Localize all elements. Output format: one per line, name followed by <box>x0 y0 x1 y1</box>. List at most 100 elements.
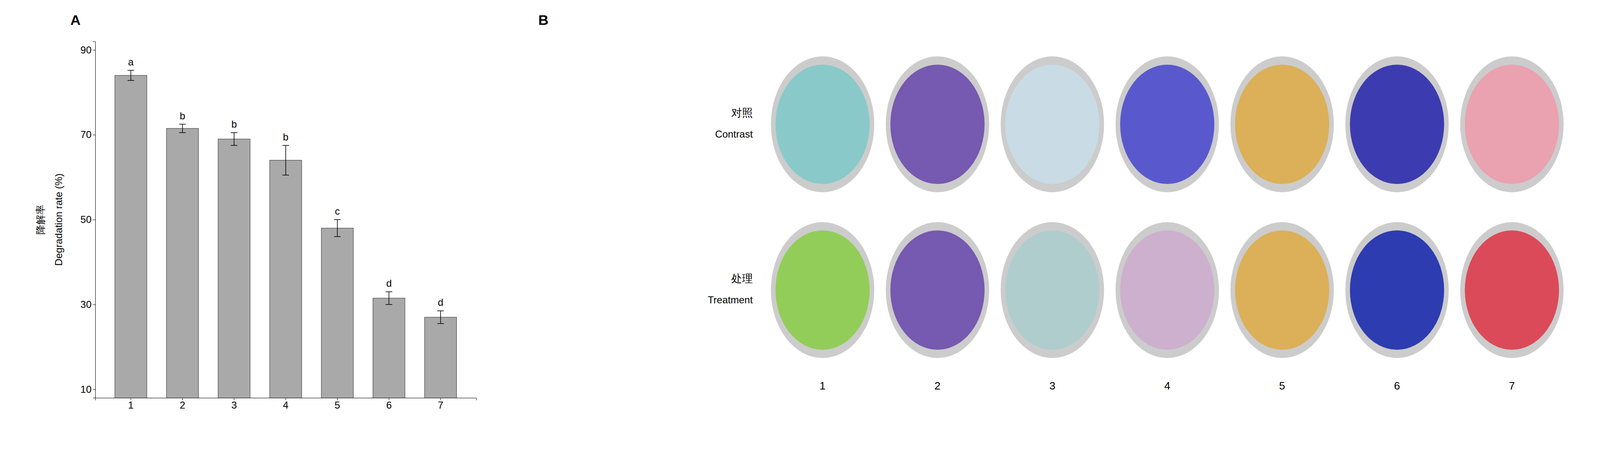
dish <box>775 230 870 350</box>
error-bar-cap <box>230 132 238 133</box>
tick-mark <box>92 134 96 135</box>
dish-panel: B对照Contrast处理Treatment1234567 <box>538 12 1564 392</box>
tick-label: 50 <box>80 213 92 225</box>
x-tick: 1 <box>127 397 134 411</box>
dish <box>1005 230 1100 350</box>
dish <box>1235 230 1330 350</box>
tick-mark <box>92 389 96 390</box>
x-tick: 6 <box>386 397 392 411</box>
error-bar-cap <box>385 303 393 305</box>
error-bar <box>282 145 290 176</box>
y-axis-label: 降解率 <box>34 204 46 235</box>
dish <box>775 64 870 184</box>
annotation: b <box>231 118 237 130</box>
tick-mark <box>92 304 96 305</box>
annotations: abbbcdd <box>127 56 444 309</box>
dish-rim <box>1345 221 1449 358</box>
column-label: 4 <box>1164 379 1171 392</box>
error-bar <box>230 132 238 146</box>
panel-title: B <box>538 12 549 28</box>
column-label: 2 <box>934 379 941 392</box>
error-bar-cap <box>127 79 135 81</box>
dish-rim <box>885 221 990 358</box>
error-bar-cap <box>334 236 341 237</box>
y-tick: 90 <box>80 44 96 56</box>
error-bar <box>385 291 393 305</box>
x-tick: 7 <box>437 397 444 411</box>
error-bar-cap <box>230 144 238 146</box>
annotation: d <box>386 277 392 289</box>
error-bar-cap <box>282 174 290 176</box>
bar <box>114 75 147 398</box>
dish <box>1349 64 1445 184</box>
x-axis: 1 2 3 4 5 6 7 <box>95 397 477 411</box>
y-tick: 70 <box>80 128 96 140</box>
error-bar-stem <box>337 219 338 237</box>
x-tick: 3 <box>231 397 237 411</box>
y-tick: 10 <box>80 383 96 395</box>
tick-label: 4 <box>282 399 289 411</box>
tick-label: 6 <box>386 399 392 411</box>
bar <box>373 297 405 398</box>
dish-rim <box>1230 221 1335 358</box>
tick-label: 2 <box>179 399 186 411</box>
dish <box>1005 64 1100 184</box>
column-label: 7 <box>1508 379 1515 392</box>
error-bar <box>334 219 341 237</box>
dish-rim <box>1230 56 1335 193</box>
dish-rim <box>1000 56 1105 193</box>
error-bar-cap <box>127 69 135 71</box>
annotation: c <box>334 205 340 217</box>
x-tick: 4 <box>282 397 289 411</box>
bar <box>424 316 457 398</box>
dish-rim <box>1115 56 1220 193</box>
dish-rim <box>1000 221 1105 358</box>
annotation: d <box>437 296 444 308</box>
column-label: 3 <box>1049 379 1056 392</box>
chart: Aabbbcdd12345671030507090降解率Degradation … <box>0 0 1600 455</box>
error-bar-cap <box>385 291 393 292</box>
annotation: b <box>282 131 289 143</box>
y-axis: 10 30 50 70 90 <box>80 41 96 398</box>
row-label: Treatment <box>707 293 753 306</box>
error-bar-cap <box>282 144 290 146</box>
error-bar-cap <box>437 322 444 324</box>
dish-rim <box>1460 221 1564 358</box>
dish <box>1120 64 1215 184</box>
dish-rim <box>1115 221 1220 358</box>
error-bar-stem <box>130 70 132 81</box>
error-bar <box>179 124 186 133</box>
dish <box>890 230 985 350</box>
dish <box>890 64 985 184</box>
tick-label: 5 <box>334 399 340 411</box>
column-label: 5 <box>1279 379 1285 392</box>
error-bar-cap <box>179 132 186 133</box>
dish-row <box>771 221 1564 358</box>
tick-label: 7 <box>437 399 444 411</box>
y-axis-label: Degradation rate (%) <box>53 173 65 266</box>
dish <box>1120 230 1215 350</box>
dish-rim <box>771 56 875 193</box>
dish <box>1235 64 1330 184</box>
bar <box>218 138 251 398</box>
tick-label: 70 <box>80 128 92 140</box>
error-bar-cap <box>437 310 444 311</box>
error-bar-stem <box>233 132 235 146</box>
error-bar <box>127 70 135 81</box>
tick-mark <box>92 219 96 220</box>
dish-rim <box>1460 56 1564 193</box>
dish <box>1465 64 1560 184</box>
dish <box>1465 230 1560 350</box>
axis-line <box>92 41 96 398</box>
x-tick: 2 <box>179 397 186 411</box>
error-bar-stem <box>182 124 184 133</box>
tick-label: 30 <box>80 298 92 310</box>
dish-rim <box>1345 56 1449 193</box>
column-label: 1 <box>819 379 826 392</box>
tick-label: 3 <box>231 399 237 411</box>
bar <box>321 227 354 398</box>
tick-label: 90 <box>80 44 92 56</box>
error-bar-stem <box>285 145 287 176</box>
tick-label: 10 <box>80 383 92 395</box>
dish-row <box>771 56 1564 193</box>
